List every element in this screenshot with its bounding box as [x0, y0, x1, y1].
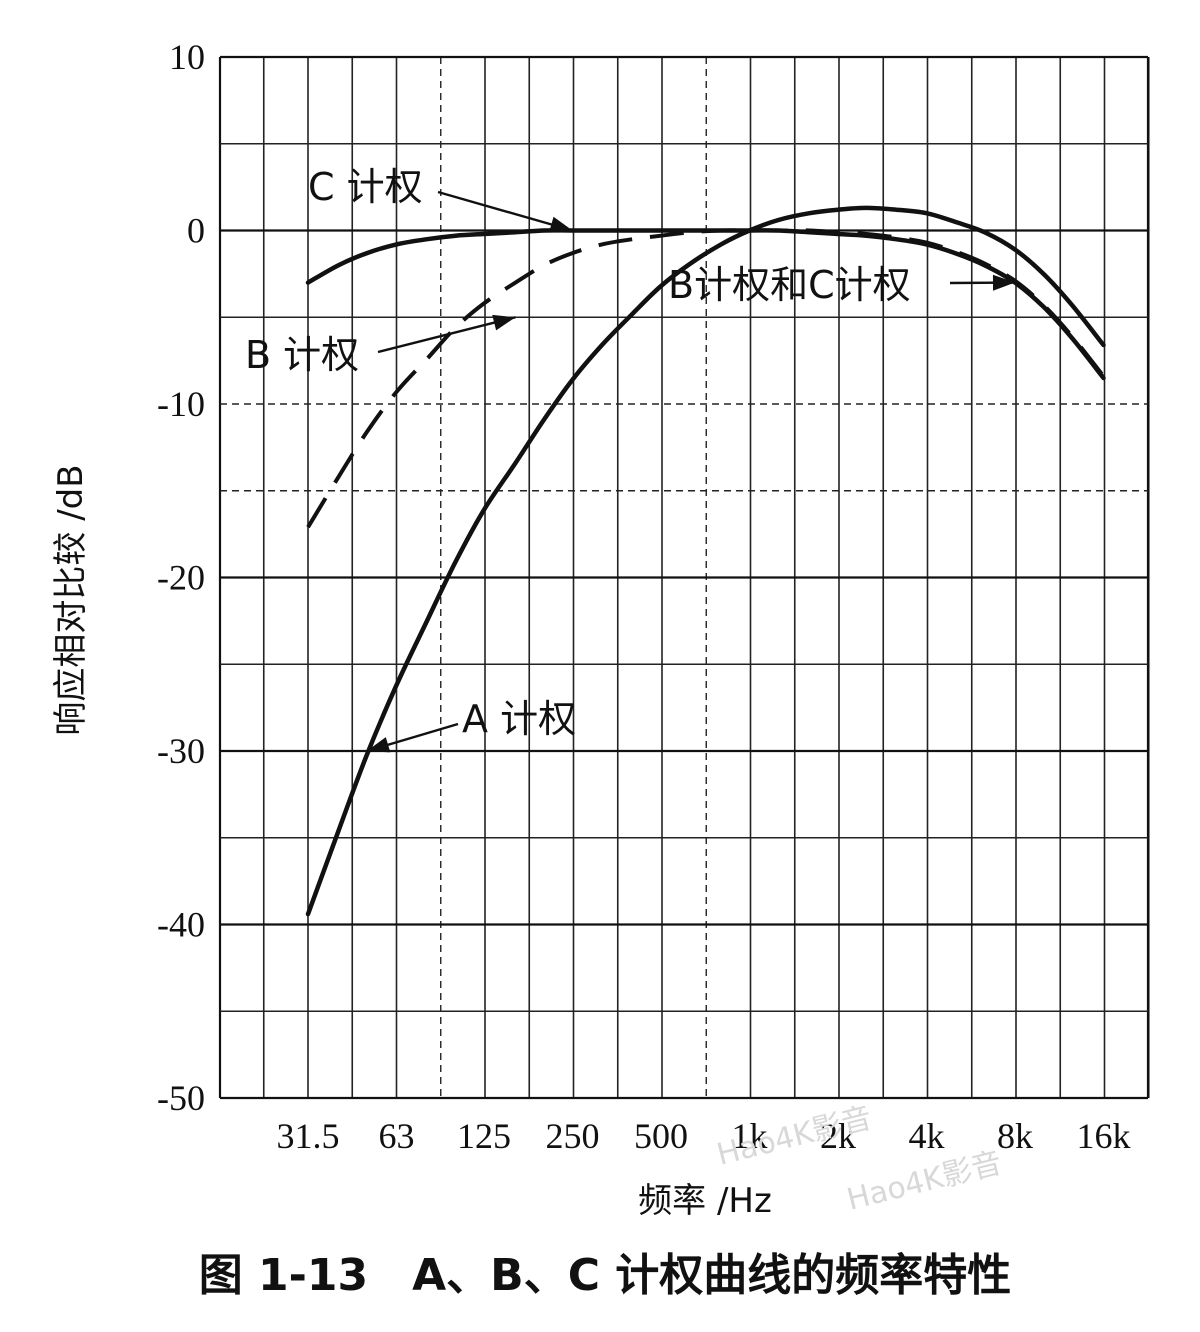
y-tick-label: -40: [157, 905, 205, 945]
grid: [218, 55, 1150, 1100]
annotations: C 计权 B 计权 B计权和C计权 A 计权: [245, 165, 1015, 753]
x-tick-label: 2k: [820, 1116, 856, 1156]
annotation-arrowhead-b: [492, 314, 516, 331]
c-weighting-curve: [305, 228, 1106, 381]
annotation-arrowhead-bc: [992, 274, 1015, 291]
x-axis-title: 频率 /Hz: [638, 1181, 772, 1221]
annotation-label-c: C 计权: [308, 165, 423, 209]
tick-labels: 10 0 -10 -20 -30 -40 -50 31.5 63 125 250 500 1k 2k 4k 8…: [157, 37, 1130, 1156]
figure-caption: 图 1-13 A、B、C 计权曲线的频率特性: [199, 1250, 1012, 1301]
curves: [305, 205, 1106, 917]
annotation-arrowhead-a: [366, 737, 391, 753]
y-tick-label: 10: [169, 37, 205, 77]
y-tick-label: -50: [157, 1078, 205, 1118]
annotation-arrowhead-c: [549, 216, 573, 233]
x-tick-label: 16k: [1076, 1116, 1130, 1156]
x-tick-label: 250: [545, 1116, 599, 1156]
watermark-2: Hao4K影音: [843, 1146, 1005, 1218]
annotation-label-bc: B计权和C计权: [668, 263, 911, 307]
y-axis-title: 响应相对比较 /dB: [51, 464, 91, 735]
y-tick-label: -30: [157, 731, 205, 771]
x-tick-label: 31.5: [277, 1116, 340, 1156]
y-tick-label: -10: [157, 384, 205, 424]
x-tick-label: 4k: [908, 1116, 944, 1156]
x-tick-label: 63: [379, 1116, 415, 1156]
watermark-1: Hao4K影音: [713, 1101, 875, 1173]
x-tick-label: 500: [634, 1116, 688, 1156]
annotation-label-a: A 计权: [462, 697, 576, 741]
a-weighting-curve: [305, 205, 1106, 917]
y-tick-label: -20: [157, 558, 205, 598]
x-tick-label: 125: [457, 1116, 511, 1156]
x-tick-label: 1k: [731, 1116, 767, 1156]
annotation-arrow-c: [437, 190, 573, 232]
y-tick-label: 0: [187, 211, 205, 251]
x-tick-label: 8k: [997, 1116, 1033, 1156]
annotation-label-b: B 计权: [245, 333, 359, 377]
annotation-arrow-b: [377, 316, 516, 354]
